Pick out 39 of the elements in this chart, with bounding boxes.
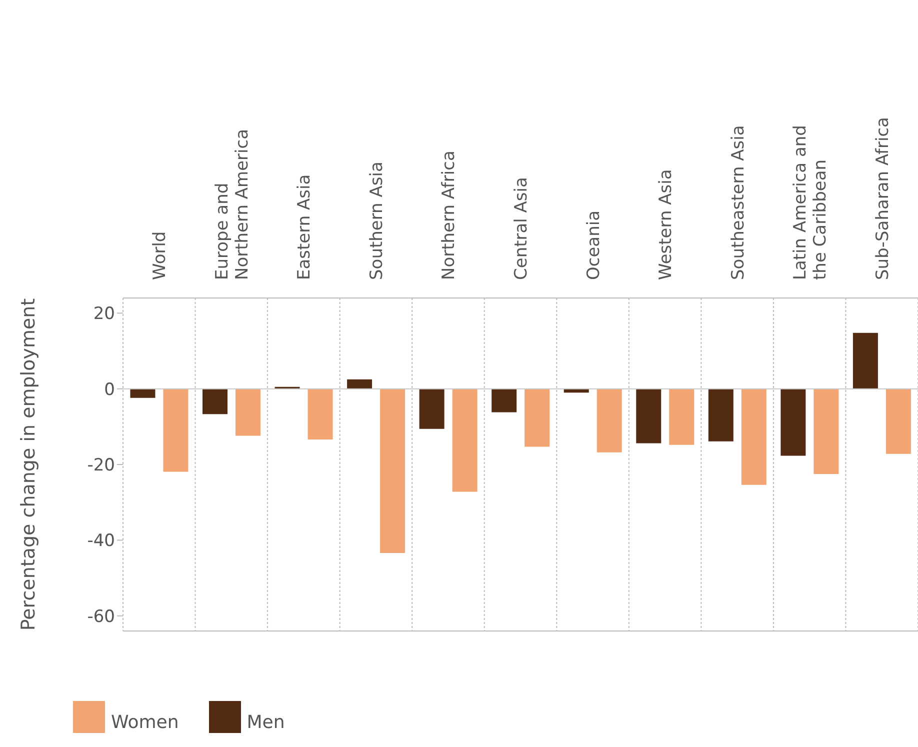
y-tick-label: 20 — [93, 304, 115, 324]
x-tick-label: Central Asia — [512, 177, 532, 280]
bar — [452, 388, 478, 492]
x-tick-label: Sub-Saharan Africa — [872, 117, 893, 280]
bar — [741, 388, 766, 485]
bar — [852, 332, 878, 389]
legend-label: Women — [111, 712, 179, 733]
bar — [596, 388, 622, 452]
bar — [814, 388, 839, 474]
y-tick-label: 0 — [104, 380, 115, 400]
bar — [236, 388, 260, 436]
y-tick-label: -60 — [87, 606, 115, 627]
bar — [347, 379, 372, 389]
bar — [669, 388, 694, 445]
bar — [419, 388, 444, 429]
bar — [308, 388, 333, 440]
y-axis-title: Percentage change in employment — [18, 298, 40, 631]
bar — [163, 388, 188, 472]
bar — [780, 388, 806, 456]
bar — [708, 388, 734, 442]
bar — [130, 388, 156, 398]
bar — [886, 388, 911, 454]
y-tick-label: -40 — [87, 531, 115, 552]
x-tick-label: Eastern Asia — [294, 174, 315, 280]
bar — [524, 388, 550, 447]
x-tick-label: Oceania — [584, 210, 604, 280]
bar — [380, 388, 406, 554]
legend-label: Men — [246, 712, 285, 733]
x-tick-label: Southern Asia — [366, 162, 387, 280]
x-tick-label: Western Asia — [656, 169, 676, 280]
x-tick-label: World — [150, 231, 170, 280]
y-tick-label: -20 — [87, 456, 115, 476]
x-tick-label: Europe and Northern America — [212, 129, 252, 280]
bar — [492, 388, 517, 412]
x-tick-label: Latin America and the Caribbean — [790, 125, 831, 280]
x-tick-label: Southeastern Asia — [728, 125, 748, 280]
x-tick-label: Northern Africa — [439, 150, 460, 280]
bar — [636, 388, 662, 444]
bar — [202, 388, 228, 414]
